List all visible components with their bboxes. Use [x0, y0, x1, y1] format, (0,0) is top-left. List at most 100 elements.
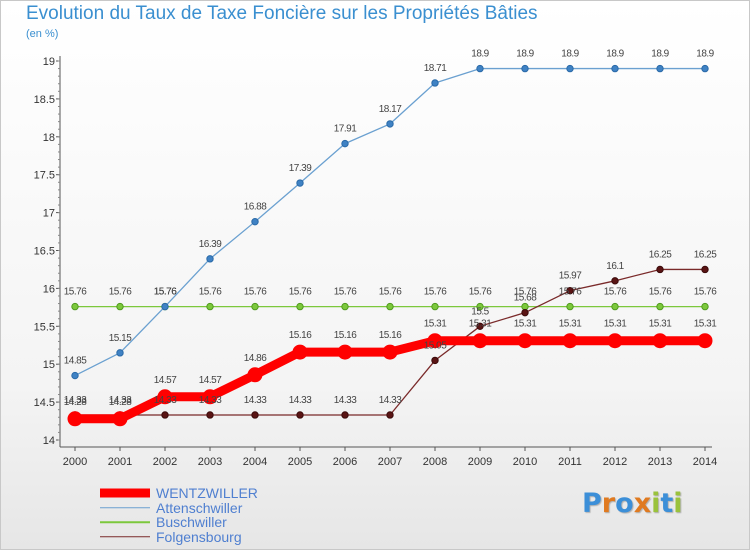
- data-point: [296, 302, 304, 311]
- chart-legend: WENTZWILLER Attenschwiller Buschwiller Folg…: [100, 486, 258, 544]
- data-point: [701, 265, 709, 274]
- x-tick-label: 2012: [603, 456, 627, 468]
- data-point: [296, 179, 304, 187]
- data-label: 14.33: [199, 395, 222, 406]
- data-label: 14.33: [334, 395, 357, 406]
- data-label: 15.31: [604, 319, 627, 330]
- data-point: [566, 286, 574, 295]
- data-point: [116, 349, 124, 357]
- data-point: [112, 411, 128, 427]
- data-point: [341, 411, 349, 419]
- data-label: 15.31: [649, 319, 672, 330]
- data-label: 14.33: [289, 395, 312, 406]
- data-label: 14.57: [154, 375, 177, 386]
- x-tick-label: 2006: [333, 456, 357, 468]
- legend-item: Attenschwiller: [100, 500, 258, 516]
- data-point: [386, 411, 394, 419]
- legend-item: Buschwiller: [100, 515, 258, 530]
- y-tick-label: 15.5: [34, 321, 55, 333]
- data-label: 15.76: [64, 287, 87, 298]
- data-label: 14.57: [199, 375, 222, 386]
- x-tick-label: 2008: [423, 456, 447, 468]
- data-point: [656, 265, 664, 274]
- data-label: 15.31: [559, 319, 582, 330]
- x-tick-label: 2004: [243, 456, 267, 468]
- data-point: [341, 302, 349, 311]
- data-label: 15.68: [514, 293, 537, 304]
- data-label: 15.97: [559, 271, 582, 282]
- x-tick-label: 2010: [513, 456, 537, 468]
- data-point: [431, 356, 439, 365]
- logo-letter: x: [633, 488, 652, 519]
- x-tick-label: 2014: [693, 456, 717, 468]
- y-tick-label: 17.5: [34, 170, 55, 182]
- data-label: 15.76: [154, 287, 177, 298]
- data-point: [292, 344, 308, 360]
- data-label: 15.16: [379, 330, 402, 341]
- data-point: [566, 64, 574, 73]
- y-tick-label: 18.5: [34, 94, 55, 106]
- logo-letter: t: [660, 488, 674, 519]
- data-point: [521, 64, 529, 73]
- data-label: 15.5: [471, 306, 489, 317]
- logo-letter: r: [601, 488, 616, 519]
- x-tick-label: 2011: [558, 456, 582, 468]
- data-point: [251, 411, 259, 419]
- x-tick-label: 2001: [108, 456, 132, 468]
- data-label: 16.88: [244, 202, 267, 213]
- y-tick-label: 16: [43, 283, 55, 295]
- x-tick-label: 2007: [378, 456, 402, 468]
- data-point: [206, 411, 214, 419]
- data-point: [472, 333, 488, 349]
- data-point: [296, 411, 304, 419]
- data-point: [247, 367, 263, 383]
- data-label: 16.39: [199, 239, 222, 250]
- data-label: 15.76: [154, 287, 177, 298]
- legend-item: WENTZWILLER: [100, 486, 258, 501]
- data-label: 15.76: [514, 287, 537, 298]
- data-point: [652, 333, 668, 349]
- data-label: 16.25: [649, 249, 672, 260]
- y-tick-label: 14: [43, 435, 55, 447]
- legend-swatch: [100, 488, 150, 498]
- data-point: [431, 79, 439, 87]
- legend-item: Folgensbourg: [100, 529, 258, 545]
- data-point: [161, 411, 169, 419]
- data-label: 15.76: [424, 287, 447, 298]
- data-label: 15.76: [649, 287, 672, 298]
- data-label: 15.76: [469, 287, 492, 298]
- data-label: 14.33: [379, 395, 402, 406]
- x-tick-label: 2003: [198, 456, 222, 468]
- data-label: 15.16: [334, 330, 357, 341]
- data-label: 18.9: [516, 49, 534, 60]
- data-label: 18.9: [651, 49, 669, 60]
- data-label: 14.33: [109, 395, 132, 406]
- data-point: [206, 302, 214, 311]
- data-label: 15.76: [379, 287, 402, 298]
- proxiti-logo: Proxiti: [582, 488, 683, 519]
- data-point: [517, 333, 533, 349]
- data-label: 15.31: [694, 319, 717, 330]
- data-label: 15.31: [469, 319, 492, 330]
- data-label: 15.31: [514, 319, 537, 330]
- data-point: [71, 371, 79, 380]
- data-point: [161, 302, 169, 311]
- data-label: 15.76: [334, 287, 357, 298]
- data-point: [611, 64, 619, 73]
- y-tick-label: 14.5: [34, 397, 55, 409]
- data-point: [157, 389, 173, 405]
- data-point: [611, 277, 619, 285]
- x-tick-label: 2013: [648, 456, 672, 468]
- data-label: 18.9: [696, 49, 714, 60]
- logo-letter: i: [673, 488, 683, 519]
- logo-letter: P: [582, 488, 602, 519]
- y-tick-label: 17: [43, 208, 55, 220]
- data-point: [116, 302, 124, 311]
- data-label: 15.15: [109, 333, 132, 344]
- data-label: 15.76: [244, 287, 267, 298]
- data-label: 18.71: [424, 63, 447, 74]
- data-point: [607, 333, 623, 349]
- data-label: 14.33: [64, 395, 87, 406]
